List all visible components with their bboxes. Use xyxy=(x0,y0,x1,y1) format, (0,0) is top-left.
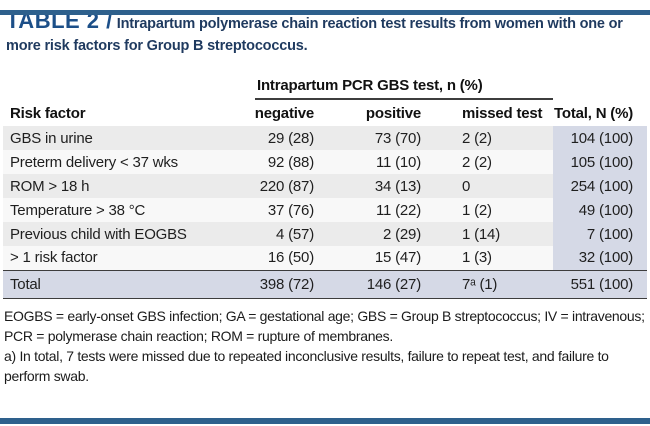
cell-positive: 15 (47) xyxy=(316,246,423,270)
footnote-a: a) In total, 7 tests were missed due to … xyxy=(4,347,609,384)
total-cell-positive: 146 (27) xyxy=(316,269,423,299)
total-cell-missed: 7ᵃ (1) xyxy=(423,269,554,299)
table-caption: TABLE 2 /Intrapartum polymerase chain re… xyxy=(6,10,644,57)
cell-total: 105 (100) xyxy=(553,150,648,174)
bottom-accent-bar xyxy=(0,418,650,424)
table-row: > 1 risk factor 16 (50) 15 (47) 1 (3) 32… xyxy=(3,246,648,270)
cell-missed: 0 xyxy=(423,174,554,198)
cell-total: 49 (100) xyxy=(553,198,648,222)
total-row-label: Total xyxy=(3,269,200,299)
table-row: GBS in urine 29 (28) 73 (70) 2 (2) 104 (… xyxy=(3,126,648,150)
column-header-missed-test: missed test xyxy=(462,104,543,122)
cell-positive: 73 (70) xyxy=(316,126,423,150)
cell-negative: 29 (28) xyxy=(200,126,316,150)
span-header-spacer xyxy=(3,73,200,100)
column-header-negative: negative xyxy=(254,104,314,122)
cell-negative: 92 (88) xyxy=(200,150,316,174)
cell-negative: 4 (57) xyxy=(200,222,316,246)
cell-missed: 2 (2) xyxy=(423,150,554,174)
span-header-label: Intrapartum PCR GBS test, n (%) xyxy=(255,77,554,100)
column-header-positive: positive xyxy=(365,104,421,122)
column-header-row: Risk factor negative positive missed tes… xyxy=(3,100,647,126)
row-label: Temperature > 38 °C xyxy=(3,198,200,222)
row-label: > 1 risk factor xyxy=(3,246,200,270)
pcr-results-table: Intrapartum PCR GBS test, n (%) Risk fac… xyxy=(3,73,648,299)
cell-negative: 37 (76) xyxy=(200,198,316,222)
cell-negative: 16 (50) xyxy=(200,246,316,270)
cell-positive: 34 (13) xyxy=(316,174,423,198)
total-cell-total: 551 (100) xyxy=(553,269,648,299)
cell-missed: 1 (2) xyxy=(423,198,554,222)
row-label: GBS in urine xyxy=(3,126,200,150)
span-header-row: Intrapartum PCR GBS test, n (%) xyxy=(3,73,647,100)
row-label: ROM > 18 h xyxy=(3,174,200,198)
span-header-cell: Intrapartum PCR GBS test, n (%) xyxy=(200,73,554,100)
cell-total: 32 (100) xyxy=(553,246,648,270)
row-label: Preterm delivery < 37 wks xyxy=(3,150,200,174)
cell-missed: 2 (2) xyxy=(423,126,554,150)
cell-total: 104 (100) xyxy=(553,126,648,150)
cell-negative: 220 (87) xyxy=(200,174,316,198)
table-row: Previous child with EOGBS 4 (57) 2 (29) … xyxy=(3,222,648,246)
table-row: Preterm delivery < 37 wks 92 (88) 11 (10… xyxy=(3,150,648,174)
cell-total: 254 (100) xyxy=(553,174,648,198)
total-row: Total 398 (72) 146 (27) 7ᵃ (1) 551 (100) xyxy=(3,269,648,299)
span-header-spacer-right xyxy=(553,73,647,100)
cell-missed: 1 (3) xyxy=(423,246,554,270)
total-cell-negative: 398 (72) xyxy=(200,269,316,299)
footnote-abbreviations: EOGBS = early-onset GBS infection; GA = … xyxy=(4,307,645,344)
table-caption-text: Intrapartum polymerase chain reaction te… xyxy=(6,16,623,54)
cell-positive: 11 (22) xyxy=(316,198,423,222)
cell-missed: 1 (14) xyxy=(423,222,554,246)
top-accent-bar xyxy=(0,10,650,15)
cell-positive: 2 (29) xyxy=(316,222,423,246)
footnotes: EOGBS = early-onset GBS infection; GA = … xyxy=(4,306,646,386)
column-header-risk-factor: Risk factor xyxy=(10,104,86,122)
column-header-total: Total, N (%) xyxy=(554,104,634,122)
cell-positive: 11 (10) xyxy=(316,150,423,174)
row-label: Previous child with EOGBS xyxy=(3,222,200,246)
table-number-label: TABLE 2 / xyxy=(6,8,113,33)
table-row: Temperature > 38 °C 37 (76) 11 (22) 1 (2… xyxy=(3,198,648,222)
table-row: ROM > 18 h 220 (87) 34 (13) 0 254 (100) xyxy=(3,174,648,198)
cell-total: 7 (100) xyxy=(553,222,648,246)
